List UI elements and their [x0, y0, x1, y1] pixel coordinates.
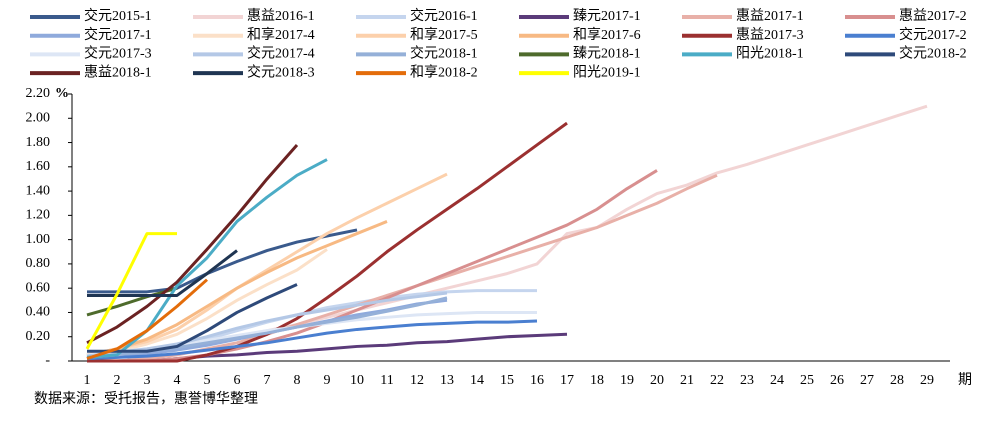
legend-label: 交元2017-3 [84, 45, 152, 62]
series-line [86, 248, 328, 358]
x-tick-label: 28 [890, 373, 904, 388]
series-line [87, 121, 568, 363]
x-tick-label: 13 [440, 373, 454, 388]
legend-label: 交元2017-2 [899, 26, 967, 43]
x-tick-label: 3 [144, 373, 151, 388]
y-tick-label: 2.20 [26, 86, 51, 101]
x-tick-label: 7 [264, 373, 271, 388]
y-tick-label: 1.40 [26, 183, 51, 198]
legend-label: 交元2015-1 [84, 7, 152, 24]
x-tick-label: 20 [650, 373, 664, 388]
x-tick-label: 26 [830, 373, 844, 388]
series-line [86, 172, 448, 357]
legend-label: 交元2018-2 [899, 45, 967, 62]
legend-label: 交元2017-1 [84, 26, 152, 43]
legend-label: 惠益2017-1 [736, 8, 804, 24]
legend-label: 交元2018-3 [247, 63, 315, 80]
x-tick-label: 24 [770, 373, 784, 388]
legend-label: 臻元2017-1 [573, 8, 641, 24]
legend-label: 阳光2019-1 [573, 64, 641, 80]
x-tick-label: 21 [680, 373, 694, 388]
x-axis-label: 期 [958, 372, 972, 388]
y-tick-label: 0.80 [26, 256, 51, 271]
y-tick-label: 1.00 [26, 232, 51, 247]
x-tick-label: 2 [114, 373, 121, 388]
legend-label: 和享2017-6 [573, 26, 641, 43]
series-line [86, 319, 538, 361]
x-tick-label: 17 [560, 373, 574, 388]
y-unit: % [55, 86, 69, 101]
legend-label: 和享2017-4 [247, 26, 315, 43]
legend-label: 臻元2018-1 [573, 46, 641, 62]
x-tick-label: 8 [294, 373, 301, 388]
y-tick-label: 0.20 [26, 329, 51, 344]
series-line [87, 249, 238, 297]
legend-label: 和享2018-2 [410, 63, 478, 80]
y-tick-label: - [45, 353, 50, 368]
legend-label: 阳光2018-1 [736, 46, 804, 62]
source-note: 数据来源：受托报告，惠誉博华整理 [34, 390, 258, 407]
x-tick-label: 16 [530, 373, 544, 388]
series-line [86, 278, 208, 361]
x-tick-label: 4 [174, 373, 181, 388]
y-tick-label: 1.80 [26, 135, 51, 150]
series-line [86, 143, 299, 345]
legend-label: 交元2016-1 [410, 7, 478, 24]
x-tick-label: 1 [84, 373, 91, 388]
legend-label: 和享2017-5 [410, 26, 478, 43]
x-tick-label: 10 [350, 373, 364, 388]
legend-label: 惠益2017-2 [899, 8, 967, 24]
y-tick-label: 1.20 [26, 208, 51, 223]
x-tick-label: 9 [324, 373, 331, 388]
x-tick-label: 18 [590, 373, 604, 388]
series-line [86, 291, 448, 358]
legend-label: 交元2018-1 [410, 45, 478, 62]
series-line [85, 232, 177, 350]
x-tick-label: 6 [234, 373, 241, 388]
y-tick-label: 0.40 [26, 305, 51, 320]
x-tick-label: 15 [500, 373, 514, 388]
series-line [86, 220, 388, 357]
x-tick-label: 12 [410, 373, 424, 388]
series-line [87, 283, 298, 353]
legend-label: 惠益2016-1 [247, 8, 315, 24]
y-tick-label: 2.00 [26, 110, 51, 125]
legend-label: 惠益2018-1 [84, 64, 152, 80]
x-tick-label: 22 [710, 373, 724, 388]
x-tick-label: 25 [800, 373, 814, 388]
x-tick-label: 14 [470, 373, 484, 388]
legend-label: 惠益2017-3 [736, 27, 804, 43]
x-tick-label: 5 [204, 373, 211, 388]
x-tick-label: 27 [860, 373, 874, 388]
legend-label: 交元2017-4 [247, 45, 315, 62]
x-tick-label: 11 [380, 373, 393, 388]
x-tick-label: 19 [620, 373, 634, 388]
y-tick-label: 0.60 [26, 280, 51, 295]
series-line [86, 158, 328, 359]
x-tick-label: 23 [740, 373, 754, 388]
series-line [87, 228, 358, 294]
x-tick-label: 29 [920, 373, 934, 388]
y-tick-label: 1.60 [26, 159, 51, 174]
